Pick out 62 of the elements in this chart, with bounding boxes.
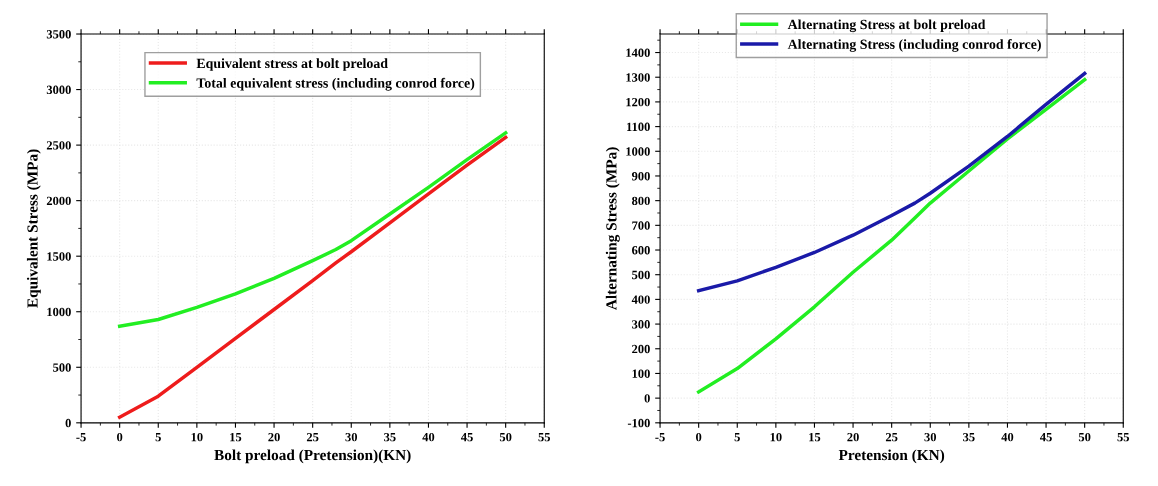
x-tick-label: 0 <box>117 432 123 442</box>
x-tick-label: 25 <box>885 432 898 442</box>
legend-label: Alternating Stress (including conrod force) <box>787 39 1041 52</box>
x-tick-label: 45 <box>1039 432 1052 442</box>
y-tick-label: 200 <box>632 344 650 354</box>
line-series <box>117 135 508 420</box>
x-tick-label: 30 <box>924 432 937 442</box>
y-tick-label: 1300 <box>626 73 650 82</box>
y-tick-label: 1400 <box>626 48 650 57</box>
y-tick-label: 1100 <box>627 122 650 132</box>
x-axis-title: Pretension (KN) <box>838 449 945 464</box>
x-tick-label: 50 <box>1078 432 1091 442</box>
x-tick-label: 5 <box>155 433 161 442</box>
x-tick-label: 15 <box>809 432 821 442</box>
y-tick-label: 3500 <box>46 30 71 39</box>
y-axis-title: Equivalent Stress (MPa) <box>26 149 41 308</box>
y-tick-label: -100 <box>627 418 650 428</box>
y-tick-label: 600 <box>632 246 650 255</box>
y-tick-label: 100 <box>632 369 650 378</box>
x-tick-label: -5 <box>655 433 665 442</box>
x-tick-label: 35 <box>384 432 396 442</box>
y-tick-label: 1000 <box>626 147 650 156</box>
x-tick-label: 0 <box>696 432 702 442</box>
y-tick-label: 2000 <box>46 196 71 206</box>
y-tick-label: 0 <box>644 394 650 403</box>
x-tick-label: 10 <box>770 432 782 442</box>
line-series <box>696 77 1087 394</box>
y-tick-label: 1000 <box>47 307 71 317</box>
x-tick-label: 30 <box>345 432 358 442</box>
y-tick-label: 1200 <box>626 97 650 107</box>
x-tick-label: 15 <box>230 432 242 442</box>
x-tick-label: 10 <box>191 432 203 442</box>
legend-label: Equivalent stress at bolt preload <box>196 58 388 71</box>
x-tick-label: 25 <box>306 432 319 442</box>
y-tick-label: 0 <box>65 418 71 428</box>
y-tick-label: 3000 <box>46 85 71 95</box>
y-tick-label: 400 <box>631 295 650 304</box>
line-series <box>696 71 1087 293</box>
y-axis-title: Alternating Stress (MPa) <box>605 147 620 311</box>
legend-label: Alternating Stress at bolt preload <box>787 19 986 33</box>
x-tick-label: 20 <box>847 432 859 442</box>
x-tick-label: -5 <box>76 433 86 442</box>
x-tick-label: 5 <box>734 433 740 442</box>
x-tick-label: 55 <box>538 433 551 442</box>
y-tick-label: 2500 <box>46 141 71 150</box>
x-tick-label: 40 <box>422 432 435 442</box>
y-tick-label: 500 <box>632 270 650 280</box>
legend-label: Total equivalent stress (including conrod force) <box>196 77 475 91</box>
x-tick-label: 50 <box>499 432 512 442</box>
y-tick-label: 300 <box>632 320 650 329</box>
x-axis-title: Bolt preload (Pretension)(KN) <box>214 449 411 464</box>
y-tick-label: 1500 <box>47 252 71 261</box>
x-tick-label: 40 <box>1001 432 1014 442</box>
y-tick-label: 700 <box>632 221 650 230</box>
x-tick-label: 20 <box>268 432 280 442</box>
y-tick-label: 900 <box>631 171 650 181</box>
x-tick-label: 45 <box>460 432 473 442</box>
line-series <box>117 131 508 328</box>
x-tick-label: 55 <box>1117 433 1130 442</box>
y-tick-label: 500 <box>53 363 71 372</box>
y-tick-label: 800 <box>632 196 650 206</box>
x-tick-label: 35 <box>963 432 975 442</box>
